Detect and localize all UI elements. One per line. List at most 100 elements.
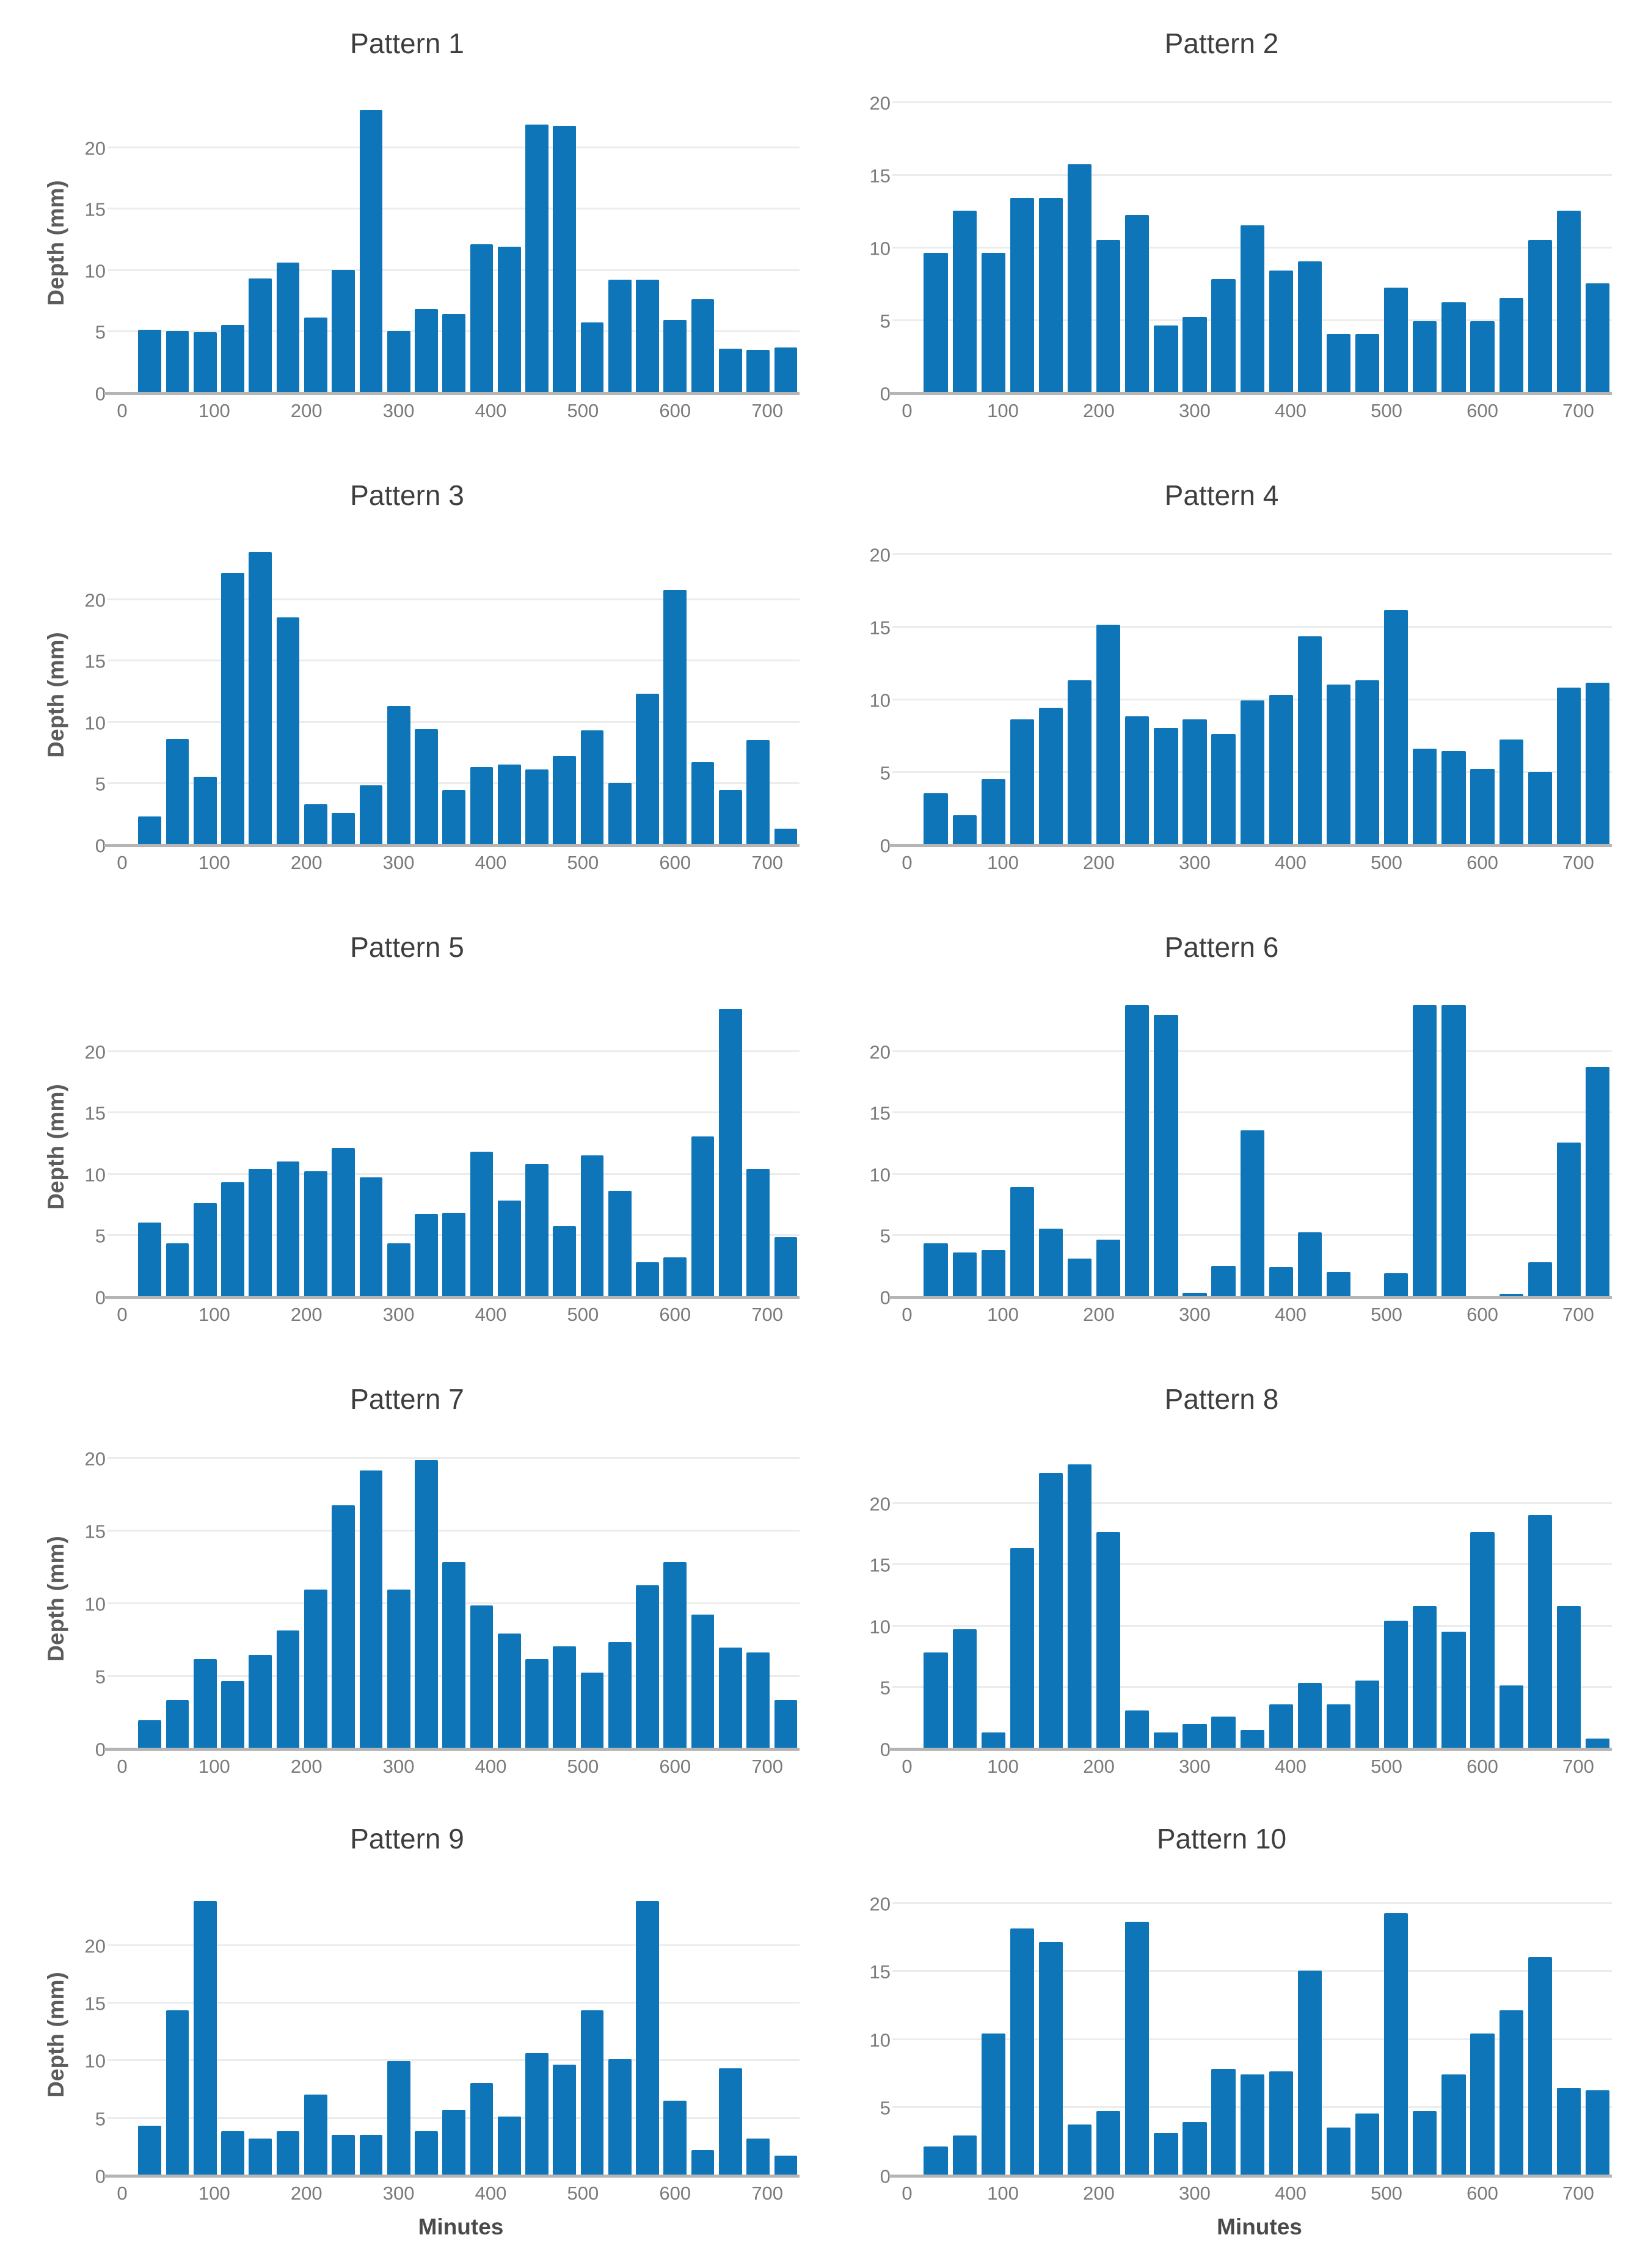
x-tick-label: 300 bbox=[1179, 2183, 1211, 2204]
bar bbox=[497, 765, 521, 846]
x-axis-line bbox=[889, 2175, 1612, 2178]
x-tick-label: 300 bbox=[1179, 852, 1211, 873]
bar bbox=[249, 1168, 272, 1298]
x-tick-label: 500 bbox=[567, 1304, 599, 1325]
x-tick-label: 700 bbox=[751, 1756, 784, 1777]
plot-area: 0 5 10 15 20 0 100 200 300 400 500 600 700 Depth (mm) bbox=[43, 92, 800, 420]
bar bbox=[304, 318, 327, 394]
bar bbox=[718, 1009, 742, 1298]
bar bbox=[1067, 1464, 1092, 1750]
bar bbox=[442, 2109, 466, 2176]
y-tick-label: 20 bbox=[84, 589, 106, 611]
bar bbox=[1154, 1015, 1178, 1298]
bar bbox=[1038, 1942, 1063, 2176]
bar bbox=[952, 211, 977, 394]
bar bbox=[166, 331, 189, 394]
y-tick-label: 0 bbox=[95, 2165, 106, 2187]
bar bbox=[166, 1700, 189, 1750]
bar bbox=[1240, 700, 1264, 846]
y-tick-label: 5 bbox=[880, 1677, 891, 1699]
y-tick-label: 15 bbox=[869, 165, 891, 187]
chart-title: Pattern 6 bbox=[1164, 931, 1279, 963]
bar bbox=[442, 790, 466, 846]
plot-area: 0 5 10 15 20 0 100 200 300 400 500 600 700 Depth (mm) bbox=[43, 1447, 800, 1776]
bar bbox=[276, 617, 300, 846]
y-tick-label: 5 bbox=[95, 2108, 106, 2130]
bar bbox=[746, 1168, 770, 1298]
bar bbox=[718, 348, 742, 394]
x-tick-label: 500 bbox=[567, 1756, 599, 1777]
bar bbox=[359, 2135, 383, 2176]
x-tick-label: 400 bbox=[1275, 1756, 1306, 1777]
y-tick-label: 10 bbox=[84, 712, 106, 734]
bar bbox=[1096, 2110, 1121, 2176]
x-tick-label: 300 bbox=[1179, 400, 1211, 421]
bar bbox=[553, 756, 577, 846]
bar bbox=[636, 1901, 659, 2176]
y-tick-label: 5 bbox=[880, 1225, 891, 1247]
bar bbox=[1038, 1229, 1063, 1298]
pattern-5-chart: Pattern 5 0 5 10 15 20 0 100 200 300 400 500 600 700… bbox=[0, 904, 814, 1356]
bar bbox=[138, 330, 162, 394]
bar bbox=[193, 1203, 217, 1298]
bar bbox=[1326, 684, 1351, 846]
bar bbox=[221, 573, 244, 846]
y-tick-label: 20 bbox=[869, 92, 891, 114]
bar bbox=[1211, 733, 1236, 846]
bar bbox=[166, 2010, 189, 2176]
bar bbox=[1125, 716, 1150, 846]
x-tick-label: 100 bbox=[987, 400, 1019, 421]
x-tick-label: 400 bbox=[1275, 852, 1306, 873]
bar bbox=[580, 2010, 604, 2176]
y-tick-label: 5 bbox=[880, 762, 891, 784]
x-tick-label: 600 bbox=[659, 852, 691, 873]
bar bbox=[774, 347, 798, 394]
x-tick-label: 700 bbox=[1562, 400, 1594, 421]
y-tick-label: 15 bbox=[869, 1102, 891, 1124]
bar bbox=[415, 2131, 438, 2176]
bar bbox=[774, 828, 798, 846]
bar bbox=[1211, 1716, 1236, 1750]
x-tick-label: 100 bbox=[199, 852, 230, 873]
plot-area: 0 5 10 15 20 0 100 200 300 400 500 600 700 bbox=[870, 995, 1612, 1324]
x-tick-label: 200 bbox=[290, 400, 323, 421]
x-tick-label: 400 bbox=[1275, 400, 1306, 421]
bar bbox=[525, 769, 548, 846]
x-axis-line bbox=[889, 392, 1612, 395]
bar bbox=[387, 331, 410, 394]
x-axis-line bbox=[104, 844, 800, 847]
bar bbox=[1499, 1685, 1523, 1750]
x-tick-label: 100 bbox=[199, 400, 230, 421]
y-tick-label: 0 bbox=[95, 835, 106, 857]
bar bbox=[1355, 334, 1380, 394]
bar bbox=[1297, 636, 1322, 846]
bar bbox=[1010, 197, 1035, 394]
bar bbox=[1499, 2010, 1523, 2176]
bar bbox=[1269, 1704, 1293, 1750]
x-tick-label: 400 bbox=[1275, 2183, 1306, 2204]
bar bbox=[1010, 719, 1035, 846]
bar bbox=[1067, 164, 1092, 394]
bar bbox=[304, 2095, 327, 2176]
x-tick-label: 200 bbox=[1083, 1756, 1115, 1777]
y-tick-label: 5 bbox=[880, 2097, 891, 2119]
bar bbox=[1441, 1005, 1466, 1298]
x-tick-label: 500 bbox=[567, 852, 599, 873]
x-tick-label: 0 bbox=[117, 1304, 128, 1325]
bar bbox=[981, 2033, 1005, 2176]
bar bbox=[359, 785, 383, 846]
bar bbox=[387, 1590, 410, 1750]
bar bbox=[138, 1720, 162, 1750]
bar bbox=[691, 2150, 715, 2176]
bar bbox=[442, 1562, 466, 1750]
bar bbox=[636, 279, 659, 394]
bar bbox=[415, 309, 438, 394]
bar bbox=[1010, 1548, 1035, 1750]
x-axis-line bbox=[889, 1748, 1612, 1751]
bar bbox=[952, 815, 977, 846]
bar bbox=[1413, 1005, 1437, 1298]
bar bbox=[1038, 1473, 1063, 1750]
y-tick-label: 15 bbox=[84, 1993, 106, 2015]
y-tick-label: 20 bbox=[84, 1935, 106, 1957]
x-tick-label: 600 bbox=[659, 400, 691, 421]
